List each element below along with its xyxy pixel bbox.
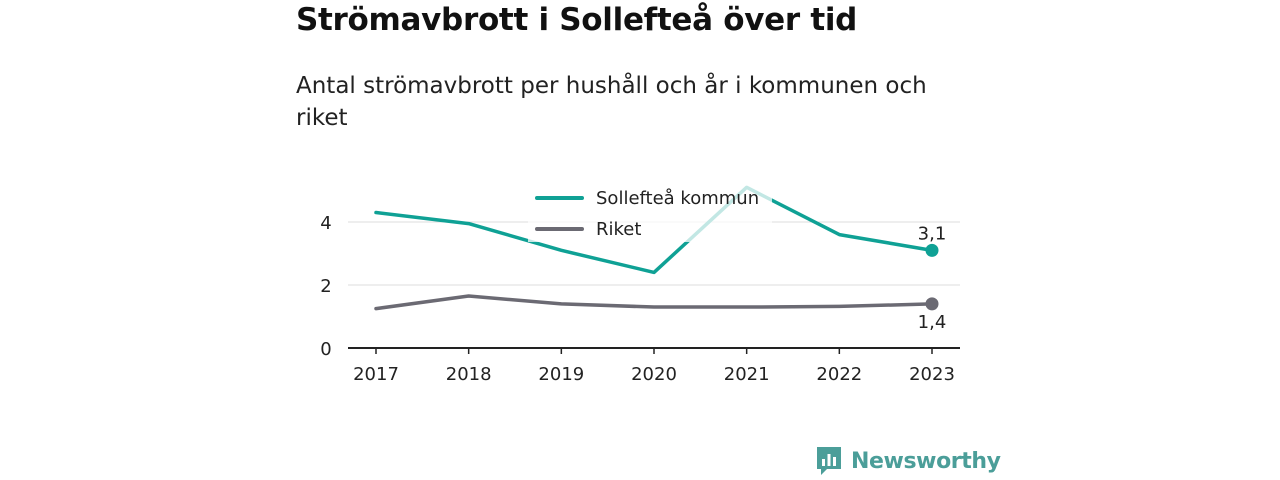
end-labels: 3,1 1,4: [918, 223, 947, 333]
x-tick-label: 2019: [538, 364, 584, 385]
end-value-label: 3,1: [918, 223, 947, 244]
chart-title: Strömavbrott i Sollefteå över tid: [296, 2, 858, 38]
newsworthy-logo-icon: [817, 447, 841, 475]
end-value-label: 1,4: [918, 312, 947, 333]
end-point: [925, 297, 939, 311]
x-tick-label: 2020: [631, 364, 677, 385]
legend-label: Sollefteå kommun: [596, 188, 759, 209]
x-tick-label: 2018: [446, 364, 492, 385]
y-tick-label: 4: [320, 213, 331, 234]
end-point: [925, 243, 939, 257]
x-axis: 2017 2018 2019 2020 2021 2022 2023: [348, 347, 960, 385]
x-tick-label: 2021: [724, 364, 770, 385]
x-tick-label: 2017: [353, 364, 399, 385]
legend: Sollefteå kommun Riket: [528, 182, 772, 242]
chart-subtitle: Antal strömavbrott per hushåll och år i …: [296, 73, 927, 131]
series-line: [374, 185, 934, 275]
series-line: [374, 294, 934, 311]
y-tick-label: 0: [320, 339, 331, 360]
brand-name: Newsworthy: [851, 448, 1001, 474]
y-tick-label: 2: [320, 276, 331, 297]
newsworthy-logo: Newsworthy: [815, 445, 1001, 477]
x-tick-label: 2022: [816, 364, 862, 385]
legend-background: [528, 182, 772, 242]
y-axis-ticks: 0 2 4: [320, 213, 331, 360]
series-lines: [374, 185, 939, 311]
legend-label: Riket: [596, 219, 641, 240]
x-tick-label: 2023: [909, 364, 955, 385]
